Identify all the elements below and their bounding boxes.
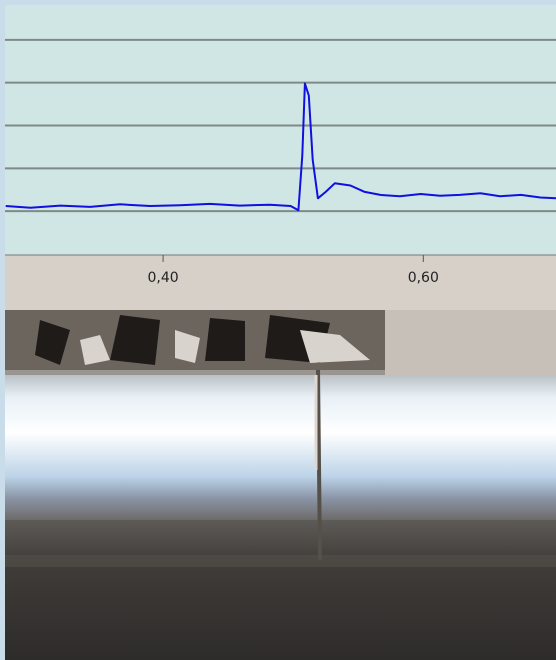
x-axis-band bbox=[5, 255, 556, 310]
plot-area bbox=[5, 5, 556, 255]
screen: 0,40 0,60 bbox=[0, 0, 556, 660]
page: 0,400,60 (() => { const data = JSON.pars… bbox=[0, 0, 556, 660]
x-tick-label: 0,60 bbox=[408, 270, 439, 286]
x-tick-label: 0,40 bbox=[147, 270, 178, 286]
video-frame bbox=[5, 310, 556, 660]
